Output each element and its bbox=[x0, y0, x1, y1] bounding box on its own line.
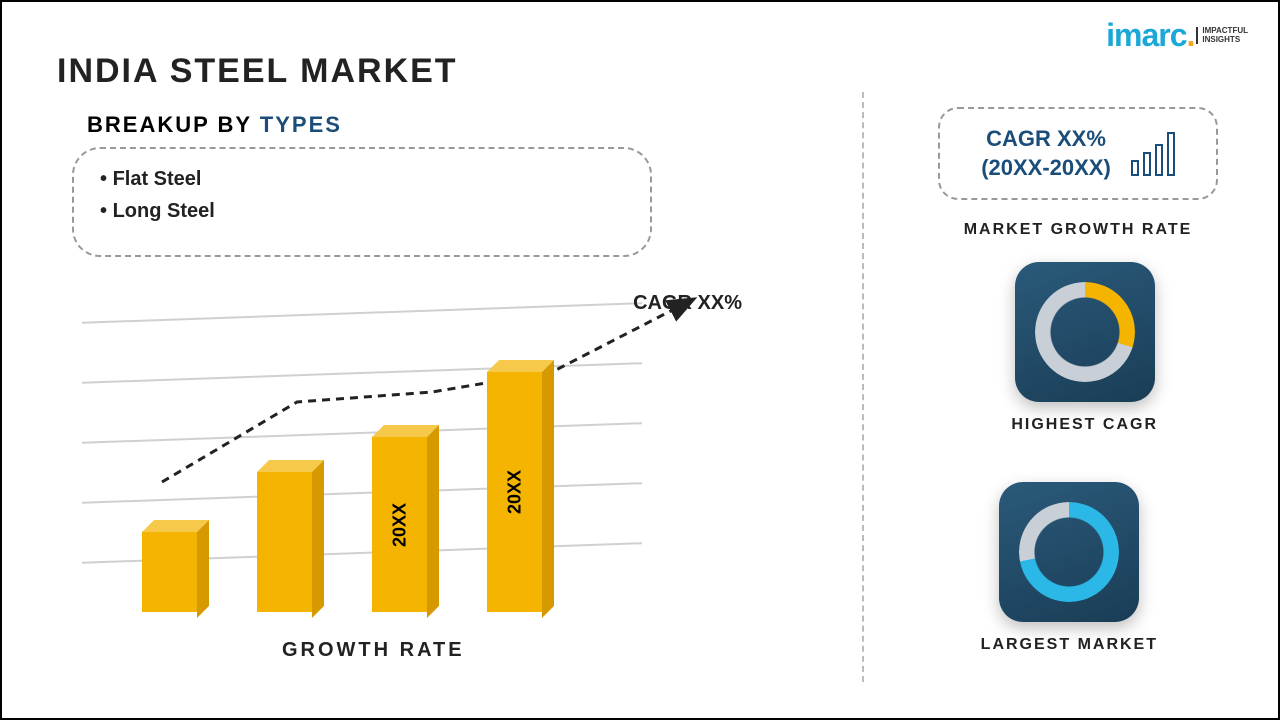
page-title: INDIA STEEL MARKET bbox=[57, 52, 458, 91]
breakup-subtitle: BREAKUP BY TYPES bbox=[87, 112, 342, 138]
bar: 20XX bbox=[487, 372, 542, 612]
chart-xlabel: GROWTH RATE bbox=[282, 639, 465, 662]
donut-tile: XX% bbox=[1015, 262, 1155, 402]
donut-caption: LARGEST MARKET bbox=[981, 636, 1158, 654]
logo-tagline: IMPACTFULINSIGHTS bbox=[1196, 27, 1248, 45]
brand-logo: imarc. IMPACTFULINSIGHTS bbox=[1106, 17, 1248, 54]
cagr-caption: MARKET GROWTH RATE bbox=[953, 221, 1203, 239]
type-item: Long Steel bbox=[100, 195, 624, 227]
vertical-divider bbox=[862, 92, 864, 682]
bar-label: 20XX bbox=[389, 502, 410, 546]
bar bbox=[142, 532, 197, 612]
bars-container: 20XX 20XX bbox=[142, 372, 542, 612]
bar bbox=[257, 472, 312, 612]
cagr-text: CAGR XX% (20XX-20XX) bbox=[981, 125, 1111, 182]
cagr-info-box: CAGR XX% (20XX-20XX) bbox=[938, 107, 1218, 200]
logo-text: imarc. bbox=[1106, 17, 1194, 54]
largest-market-tile: XX LARGEST MARKET bbox=[981, 482, 1158, 654]
trend-cagr-label: CAGR XX% bbox=[633, 292, 742, 315]
donut-caption: HIGHEST CAGR bbox=[1011, 416, 1158, 434]
donut-value: XX% bbox=[1065, 322, 1105, 343]
types-box: Flat Steel Long Steel bbox=[72, 147, 652, 257]
type-item: Flat Steel bbox=[100, 163, 624, 195]
highest-cagr-tile: XX% HIGHEST CAGR bbox=[1011, 262, 1158, 434]
bar-label: 20XX bbox=[504, 470, 525, 514]
bar: 20XX bbox=[372, 437, 427, 612]
donut-chart: XX% bbox=[1035, 282, 1135, 382]
bar-chart-icon bbox=[1131, 132, 1175, 176]
donut-chart: XX bbox=[1019, 502, 1119, 602]
growth-chart: CAGR XX% 20XX 20XX GROWTH RATE bbox=[82, 292, 762, 672]
donut-value: XX bbox=[1057, 542, 1081, 563]
donut-tile: XX bbox=[999, 482, 1139, 622]
